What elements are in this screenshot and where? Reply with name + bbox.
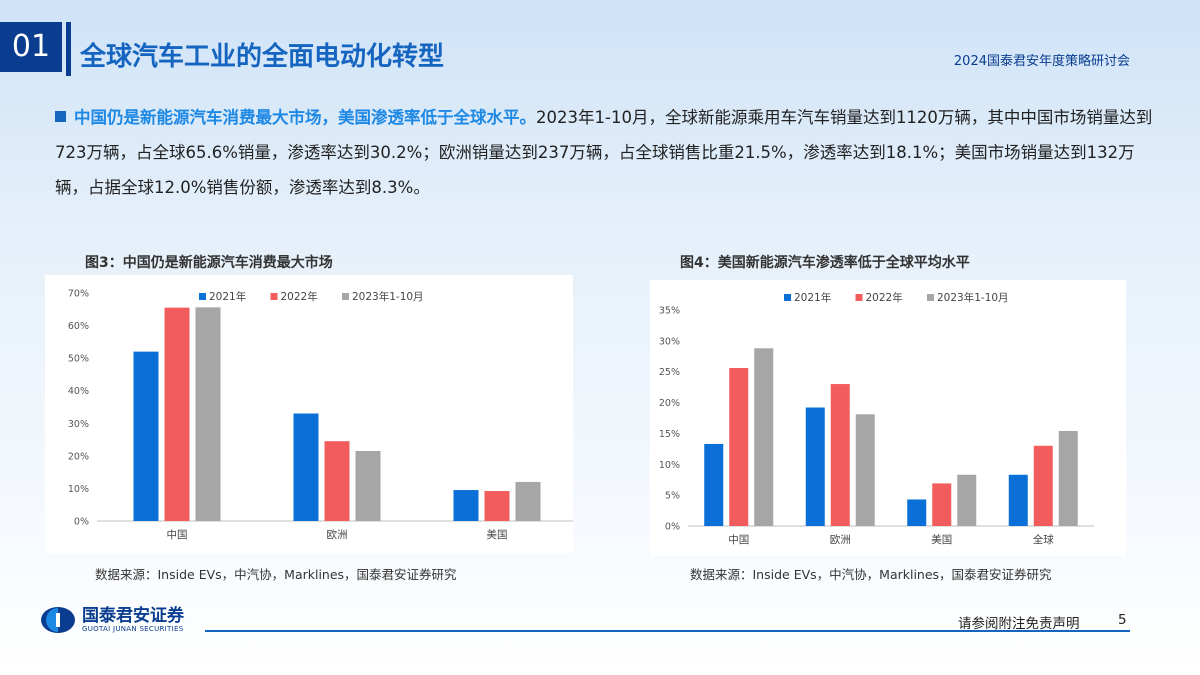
figure-4-bar xyxy=(805,407,825,526)
figure-4-legend-label: 2023年1-10月 xyxy=(937,291,1009,304)
figure-4-legend-swatch xyxy=(855,294,863,301)
figure-4-y-tick-label: 30% xyxy=(659,336,680,347)
logo-mark-icon xyxy=(41,607,75,633)
figure-4-bar xyxy=(855,414,875,526)
figure-4-legend-swatch xyxy=(784,294,791,301)
figure-3-y-tick-label: 10% xyxy=(68,484,89,495)
figure-4-y-tick-label: 5% xyxy=(665,491,680,502)
figure-4-x-tick-label: 全球 xyxy=(1033,533,1055,546)
figure-3-bar xyxy=(164,307,190,521)
figure-3-bar xyxy=(324,441,350,521)
figure-3-legend-label: 2022年 xyxy=(281,290,318,303)
figure-3-bar xyxy=(133,351,159,521)
figure-3-bar xyxy=(293,413,319,521)
figure-4-bar xyxy=(957,474,977,526)
footer-divider xyxy=(205,630,1130,632)
figure-4-bar xyxy=(907,499,927,526)
figure-4-y-tick-label: 10% xyxy=(659,460,680,471)
figure-3-y-tick-label: 20% xyxy=(68,451,89,462)
figure-4-source: 数据来源：Inside EVs，中汽协，Marklines，国泰君安证券研究 xyxy=(690,567,1052,582)
figure-4-y-tick-label: 25% xyxy=(659,367,680,378)
figure-4-x-tick-label: 欧洲 xyxy=(830,534,851,546)
figure-4-x-tick-label: 美国 xyxy=(931,533,952,546)
figure-4-chart-area: 0% 5% 10% 15% 20% 25% 30% 35% 中国 欧洲 美国 全球 2021年 2022年… xyxy=(650,280,1126,556)
figure-3-x-tick-label: 中国 xyxy=(167,528,188,541)
slide-number: 01 xyxy=(0,22,62,72)
figure-3-bar xyxy=(195,307,221,521)
figure-4-y-tick-label: 15% xyxy=(659,429,680,440)
figure-4-y-tick-label: 0% xyxy=(665,522,680,533)
page-number: 5 xyxy=(1118,612,1127,628)
disclaimer-link[interactable]: 请参阅附注免责声明 xyxy=(958,616,1080,632)
logo-text-cn: 国泰君安证券 xyxy=(82,606,184,626)
figure-3-title: 图3：中国仍是新能源汽车消费最大市场 xyxy=(85,255,333,271)
event-name: 2024国泰君安年度策略研讨会 xyxy=(953,54,1130,69)
figure-3-chart-area: 0% 10% 20% 30% 40% 50% 60% 70% 中国 欧洲 美国 2021年 2022年 2… xyxy=(45,275,577,553)
company-logo: 国泰君安证券 GUOTAI JUNAN SECURITIES xyxy=(40,606,184,634)
bullet-square-icon xyxy=(55,111,66,122)
figure-3-legend-label: 2021年 xyxy=(209,290,246,303)
figure-3-bar xyxy=(355,450,381,521)
figure-4-bar xyxy=(1008,474,1028,526)
figure-3-bar-chart: 0% 10% 20% 30% 40% 50% 60% 70% 中国 欧洲 美国 2021年 2022年 2… xyxy=(68,289,577,541)
figure-3-y-tick-label: 0% xyxy=(74,517,89,528)
figure-3-y-tick-label: 70% xyxy=(68,289,89,300)
figure-4-bar-chart: 0% 5% 10% 15% 20% 25% 30% 35% 中国 欧洲 美国 全球 2021年 2022年… xyxy=(659,291,1094,546)
figure-4-bar xyxy=(1033,445,1053,526)
figure-4-y-tick-label: 20% xyxy=(659,398,680,409)
figure-4-bar xyxy=(754,348,774,526)
figure-3-y-tick-label: 30% xyxy=(68,419,89,430)
figure-4-bar xyxy=(729,368,749,526)
summary-body: 2023年1-10月，全球新能源乘用车汽车销量达到1120万辆，其中中国市场销量… xyxy=(55,108,1153,197)
figure-3-x-tick-label: 美国 xyxy=(487,528,508,541)
figure-4-bar xyxy=(1058,430,1078,526)
figure-3-y-tick-label: 50% xyxy=(68,354,89,365)
figure-3-y-tick-label: 60% xyxy=(68,321,89,332)
summary-highlight: 中国仍是新能源汽车消费最大市场，美国渗透率低于全球水平。 xyxy=(74,108,536,127)
figure-3-x-tick-label: 欧洲 xyxy=(327,529,348,541)
figure-3-bar xyxy=(515,481,541,521)
figure-3-legend-swatch xyxy=(199,293,206,300)
figure-3-y-tick-label: 40% xyxy=(68,386,89,397)
figure-3-bar xyxy=(484,491,510,521)
figure-3-legend-swatch xyxy=(342,293,349,300)
figure-3-bar xyxy=(453,490,479,521)
figure-3-source: 数据来源：Inside EVs，中汽协，Marklines，国泰君安证券研究 xyxy=(95,567,457,582)
figure-4-legend-label: 2022年 xyxy=(866,291,903,304)
figure-4-bar xyxy=(830,384,850,526)
figure-3-legend-label: 2023年1-10月 xyxy=(352,290,424,303)
figure-4-y-tick-label: 35% xyxy=(659,306,680,317)
page-title: 全球汽车工业的全面电动化转型 xyxy=(80,42,445,72)
summary-paragraph: 中国仍是新能源汽车消费最大市场，美国渗透率低于全球水平。2023年1-10月，全… xyxy=(55,100,1155,205)
figure-4-title: 图4：美国新能源汽车渗透率低于全球平均水平 xyxy=(680,255,970,271)
figure-4-bar xyxy=(932,483,952,526)
figure-3-legend-swatch xyxy=(270,293,278,300)
figure-4-x-tick-label: 中国 xyxy=(728,533,749,546)
figure-4-bar xyxy=(704,443,724,526)
figure-4-legend-swatch xyxy=(927,294,934,301)
title-accent-bar xyxy=(66,22,71,76)
figure-4-legend-label: 2021年 xyxy=(794,291,831,304)
logo-text-en: GUOTAI JUNAN SECURITIES xyxy=(82,625,184,633)
